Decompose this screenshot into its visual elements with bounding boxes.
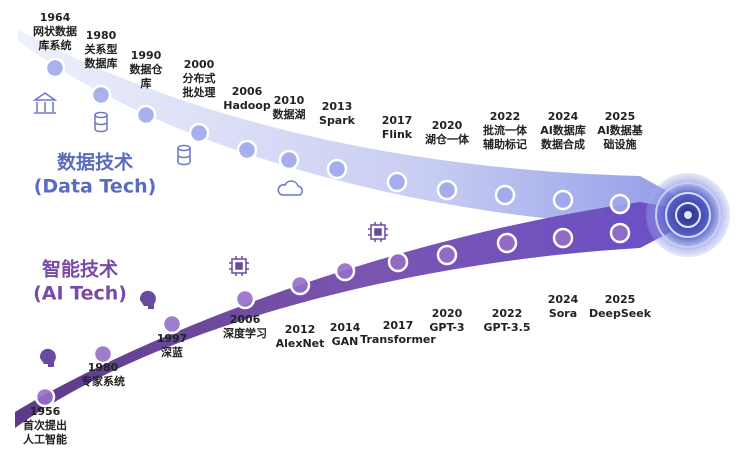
milestone-label: 人工智能 bbox=[23, 432, 67, 446]
brain-icon bbox=[39, 348, 56, 367]
milestone-label: GAN bbox=[332, 335, 359, 348]
milestone-node bbox=[436, 244, 458, 266]
milestone-year: 2006 bbox=[230, 313, 261, 326]
track-subtitle: (Data Tech) bbox=[34, 176, 157, 198]
icons bbox=[32, 92, 303, 196]
milestone-label: AI数据库 bbox=[540, 123, 586, 137]
db-icon bbox=[177, 144, 191, 166]
milestone-node bbox=[161, 313, 183, 335]
milestone-label: DeepSeek bbox=[589, 307, 652, 320]
milestone-year: 2025 bbox=[605, 293, 636, 306]
chip-icon bbox=[229, 256, 249, 276]
milestone-year: 1964 bbox=[40, 11, 71, 24]
milestone-label: Transformer bbox=[360, 333, 436, 346]
track-title: 智能技术 bbox=[42, 258, 118, 281]
milestone-year: 2022 bbox=[492, 307, 523, 320]
milestone-node bbox=[135, 104, 157, 126]
milestone-node bbox=[386, 171, 408, 193]
milestone-year: 1980 bbox=[88, 361, 119, 374]
target bbox=[646, 173, 730, 257]
milestone-label: 首次提出 bbox=[23, 418, 67, 432]
milestone-year: 2013 bbox=[322, 100, 353, 113]
milestone-year: 1997 bbox=[157, 332, 188, 345]
milestone-label: 批处理 bbox=[183, 85, 216, 99]
milestone-label: GPT-3 bbox=[429, 321, 464, 334]
milestone-label: 库 bbox=[141, 76, 152, 90]
milestone-year: 2017 bbox=[383, 319, 414, 332]
milestone-label: 数据仓 bbox=[130, 62, 164, 76]
milestone-year: 1956 bbox=[30, 405, 61, 418]
milestone-label: 网状数据 bbox=[33, 24, 77, 38]
bank-icon bbox=[32, 92, 58, 114]
milestone-node bbox=[234, 288, 256, 310]
milestone-year: 2022 bbox=[490, 110, 521, 123]
milestone-label: 深度学习 bbox=[223, 326, 267, 340]
track-subtitle: (AI Tech) bbox=[33, 283, 127, 305]
milestone-label: 分布式 bbox=[183, 71, 216, 85]
milestone-label: GPT-3.5 bbox=[483, 321, 530, 334]
milestone-label: Sora bbox=[549, 307, 577, 320]
ai-band bbox=[15, 202, 705, 428]
milestone-label: 深蓝 bbox=[161, 345, 183, 359]
milestone-label: 批流一体 bbox=[483, 123, 528, 137]
milestone-year: 2000 bbox=[184, 58, 215, 71]
milestone-node bbox=[387, 251, 409, 273]
milestone-node bbox=[326, 158, 348, 180]
milestone-node bbox=[44, 57, 66, 79]
milestone-label: 关系型 bbox=[85, 42, 118, 56]
milestone-year: 1980 bbox=[86, 29, 117, 42]
milestone-node bbox=[552, 189, 574, 211]
milestone-label: Spark bbox=[319, 114, 356, 127]
data-band bbox=[18, 30, 705, 226]
milestone-year: 2017 bbox=[382, 114, 413, 127]
milestone-label: 专家系统 bbox=[81, 374, 125, 388]
milestone-year: 2010 bbox=[274, 94, 305, 107]
milestone-year: 2006 bbox=[232, 85, 263, 98]
milestone-year: 2014 bbox=[330, 321, 361, 334]
milestone-year: 1990 bbox=[131, 49, 162, 62]
chip-icon bbox=[368, 222, 388, 242]
milestone-label: Flink bbox=[382, 128, 413, 141]
db-icon bbox=[94, 111, 108, 133]
milestone-label: AI数据基 bbox=[597, 123, 644, 137]
milestone-node bbox=[436, 179, 458, 201]
milestone-node bbox=[609, 222, 631, 244]
milestone-label: 数据库 bbox=[85, 56, 118, 70]
milestone-node bbox=[289, 274, 311, 296]
track-title: 数据技术 bbox=[57, 151, 133, 174]
milestone-year: 2012 bbox=[285, 323, 316, 336]
milestone-label: 础设施 bbox=[604, 137, 637, 151]
milestone-year: 2024 bbox=[548, 110, 579, 123]
brain-icon bbox=[139, 290, 156, 309]
milestone-label: Hadoop bbox=[223, 99, 271, 112]
milestone-node bbox=[552, 227, 574, 249]
milestone-label: 数据合成 bbox=[541, 137, 585, 151]
milestone-label: 辅助标记 bbox=[483, 137, 527, 151]
milestone-node bbox=[236, 139, 258, 161]
milestone-node bbox=[188, 122, 210, 144]
milestone-label: 库系统 bbox=[39, 38, 72, 52]
milestone-year: 2025 bbox=[605, 110, 636, 123]
milestone-node bbox=[334, 260, 356, 282]
milestone-node bbox=[34, 386, 56, 408]
cloud-icon bbox=[277, 180, 303, 196]
milestone-label: AlexNet bbox=[276, 337, 325, 350]
milestone-node bbox=[92, 343, 114, 365]
ai-icons bbox=[39, 222, 388, 367]
milestone-node bbox=[496, 232, 518, 254]
milestone-year: 2020 bbox=[432, 119, 463, 132]
milestone-label: 数据湖 bbox=[273, 107, 306, 121]
milestone-node bbox=[90, 84, 112, 106]
milestone-node bbox=[278, 149, 300, 171]
milestone-label: 湖仓一体 bbox=[425, 132, 470, 146]
milestone-node bbox=[494, 184, 516, 206]
milestone-year: 2024 bbox=[548, 293, 579, 306]
milestone-node bbox=[609, 193, 631, 215]
milestone-year: 2020 bbox=[432, 307, 463, 320]
